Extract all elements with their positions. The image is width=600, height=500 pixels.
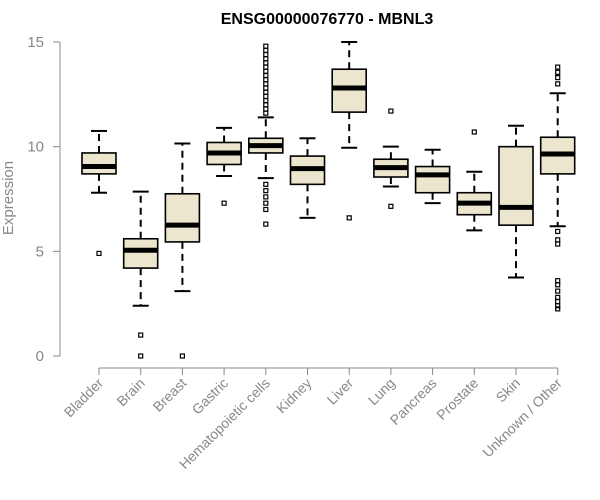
box-group <box>414 148 451 205</box>
box-group <box>248 43 284 227</box>
x-tick-label: Breast <box>150 375 190 415</box>
outlier-point <box>263 85 269 91</box>
box-group <box>289 137 326 219</box>
x-tick-label: Lung <box>365 375 398 408</box>
outlier-point <box>263 188 269 194</box>
outlier-point <box>138 332 144 338</box>
x-tick-label: Bladder <box>61 375 107 421</box>
outlier-point <box>263 106 269 112</box>
outlier-point <box>263 77 269 83</box>
x-tick-label: Brain <box>113 375 147 409</box>
outlier-point <box>555 69 561 75</box>
outlier-point <box>555 64 561 70</box>
box-group <box>206 126 242 206</box>
box-group <box>81 129 117 257</box>
axes: 0 5 10 15 <box>27 34 559 375</box>
outlier-point <box>346 215 352 221</box>
box-iqr <box>414 165 451 194</box>
box-group <box>498 124 534 279</box>
outlier-point <box>263 51 269 58</box>
outlier-point <box>555 306 561 312</box>
box-group <box>456 129 493 232</box>
outlier-point <box>263 98 269 104</box>
outlier-point <box>138 353 144 359</box>
x-tick-label: Liver <box>324 375 357 408</box>
outlier-point <box>263 89 269 95</box>
outlier-point <box>96 250 102 257</box>
outlier-point <box>263 68 269 74</box>
outlier-point <box>263 206 269 213</box>
outlier-point <box>263 64 269 70</box>
box-group <box>122 190 159 359</box>
chart-title: ENSG00000076770 - MBNL3 <box>221 11 434 28</box>
box-group <box>373 108 409 209</box>
box-iqr <box>331 68 368 113</box>
outlier-point <box>263 72 269 79</box>
outlier-point <box>555 81 561 87</box>
outlier-point <box>179 353 185 359</box>
x-tick-label: Unknown / Other <box>479 375 565 461</box>
outlier-point <box>263 194 269 200</box>
outlier-point <box>555 278 561 284</box>
box-iqr <box>122 237 159 269</box>
y-axis-label: Expression <box>0 161 17 235</box>
y-tick-label: 5 <box>36 243 44 260</box>
box-iqr <box>164 192 201 243</box>
outlier-point <box>263 43 269 49</box>
outlier-point <box>555 282 561 288</box>
box-group <box>164 142 201 359</box>
box-group <box>331 41 368 221</box>
outlier-point <box>221 200 227 206</box>
outlier-point <box>263 56 269 62</box>
outlier-point <box>555 288 561 294</box>
box-iqr <box>498 145 534 226</box>
outlier-point <box>555 74 561 81</box>
outlier-point <box>555 237 561 243</box>
outlier-point <box>263 102 269 108</box>
y-tick-label: 10 <box>27 139 44 156</box>
x-tick-label: Prostate <box>433 375 481 423</box>
outlier-point <box>263 81 269 87</box>
box-iqr <box>81 152 117 175</box>
y-tick-label: 15 <box>27 34 44 51</box>
x-tick-label: Kidney <box>273 375 315 417</box>
box-series <box>81 41 576 359</box>
y-tick-label: 0 <box>36 348 44 365</box>
outlier-point <box>263 110 269 116</box>
outlier-point <box>555 241 561 247</box>
x-tick-label: Skin <box>493 375 524 406</box>
outlier-point <box>263 47 269 53</box>
outlier-point <box>263 60 269 66</box>
outlier-point <box>555 228 561 235</box>
outlier-point <box>388 203 394 209</box>
outlier-point <box>471 129 477 135</box>
outlier-point <box>555 294 561 300</box>
outlier-point <box>263 93 269 100</box>
outlier-point <box>388 108 394 114</box>
outlier-point <box>555 298 561 305</box>
outlier-point <box>263 200 269 206</box>
outlier-point <box>263 181 269 187</box>
outlier-point <box>555 303 561 309</box>
outlier-point <box>263 221 269 227</box>
box-group <box>539 64 576 312</box>
